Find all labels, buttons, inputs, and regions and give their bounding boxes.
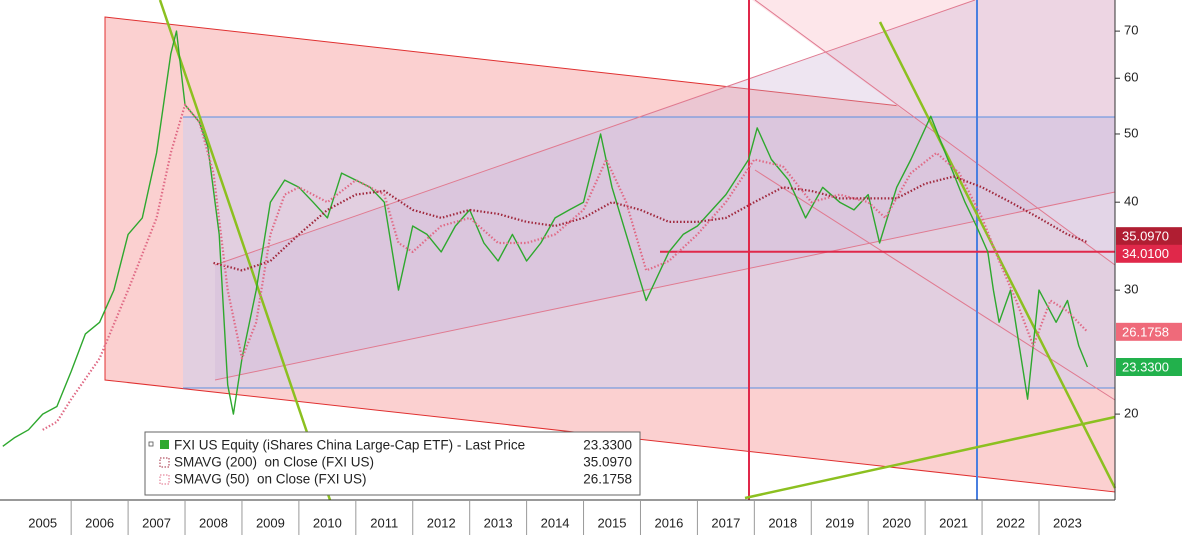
- x-tick-label: 2022: [996, 515, 1025, 530]
- axes: 20 30 40 50 60 70 2005 2006 2007 2008 2009 2010 2011…: [28, 23, 1138, 535]
- x-tick-label: 2006: [85, 515, 114, 530]
- price-tag-label: 23.3300: [1122, 359, 1169, 374]
- plot: [2, 30, 1115, 447]
- legend-swatch: [160, 440, 169, 449]
- series-line: [213, 175, 1088, 272]
- drawing-overlays: [104, 0, 1117, 501]
- x-tick-label: 2020: [882, 515, 911, 530]
- price-tag-label: 34.0100: [1122, 246, 1169, 261]
- y-tick-label: 70: [1124, 23, 1138, 38]
- trend-line: [744, 415, 1116, 500]
- x-tick-label: 2008: [199, 515, 228, 530]
- channel-line: [754, 169, 1116, 401]
- legend: FXI US Equity (iShares China Large-Cap E…: [144, 431, 641, 496]
- x-tick-label: 2017: [711, 515, 740, 530]
- y-tick-label: 30: [1124, 282, 1138, 297]
- x-tick-label: 2010: [313, 515, 342, 530]
- y-tick-label: 40: [1124, 194, 1138, 209]
- price-tag: [1116, 227, 1182, 246]
- price-tag-label: 26.1758: [1122, 324, 1169, 339]
- x-tick-label: 2014: [541, 515, 570, 530]
- x-tick-label: 2015: [598, 515, 627, 530]
- price-tags: 23.3300 26.1758 35.0970 34.0100: [1116, 227, 1182, 377]
- legend-icon: [148, 441, 154, 447]
- channel-line: [214, 191, 1116, 381]
- x-tick-label: 2019: [825, 515, 854, 530]
- rising-channel: [215, 0, 1115, 380]
- y-tick-label: 60: [1124, 70, 1138, 85]
- price-tag: [1116, 322, 1182, 341]
- price-tag: [1116, 244, 1182, 263]
- y-tick-label: 20: [1124, 406, 1138, 421]
- legend-swatch: [159, 457, 170, 468]
- legend-value: 26.1758: [583, 472, 632, 487]
- channel-line: [214, 0, 976, 266]
- x-tick-label: 2016: [654, 515, 683, 530]
- legend-label: FXI US Equity (iShares China Large-Cap E…: [174, 438, 525, 453]
- trend-line: [158, 0, 332, 501]
- x-tick-label: 2007: [142, 515, 171, 530]
- series-line: [2, 30, 1089, 447]
- legend-box: [144, 431, 641, 496]
- x-tick-label: 2009: [256, 515, 285, 530]
- x-tick-label: 2012: [427, 515, 456, 530]
- y-tick-label: 50: [1124, 125, 1138, 140]
- price-tag-label: 35.0970: [1122, 229, 1169, 244]
- x-tick-label: 2011: [370, 515, 398, 530]
- legend-label: SMAVG (200) on Close (FXI US): [174, 455, 374, 470]
- x-tick-label: 2013: [484, 515, 513, 530]
- price-tag: [1116, 358, 1182, 377]
- legend-value: 35.0970: [583, 455, 632, 470]
- legend-swatch: [159, 474, 170, 485]
- x-tick-label: 2018: [768, 515, 797, 530]
- legend-value: 23.3300: [583, 438, 632, 453]
- x-tick-label: 2021: [939, 515, 968, 530]
- legend-label: SMAVG (50) on Close (FXI US): [174, 472, 367, 487]
- x-tick-label: 2023: [1053, 515, 1082, 530]
- x-tick-label: 2005: [28, 515, 57, 530]
